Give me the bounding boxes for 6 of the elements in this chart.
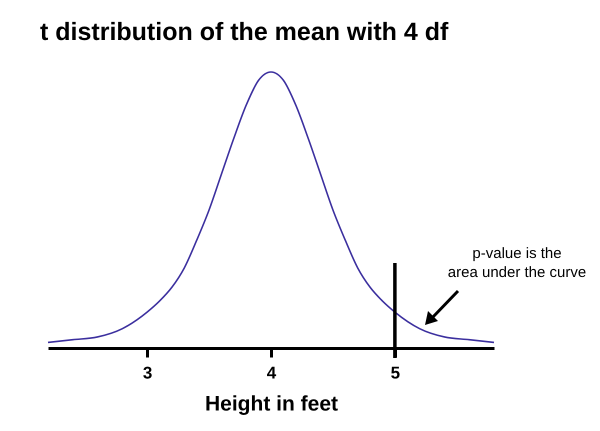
- x-tick-label: 4: [266, 364, 277, 382]
- x-tick-label: 3: [142, 364, 152, 382]
- x-axis-title: Height in feet: [204, 392, 338, 416]
- x-tick-label: 5: [390, 364, 400, 382]
- annotation: p-value is the area under the curve: [448, 245, 586, 281]
- chart-title: t distribution of the mean with 4 df: [40, 18, 449, 46]
